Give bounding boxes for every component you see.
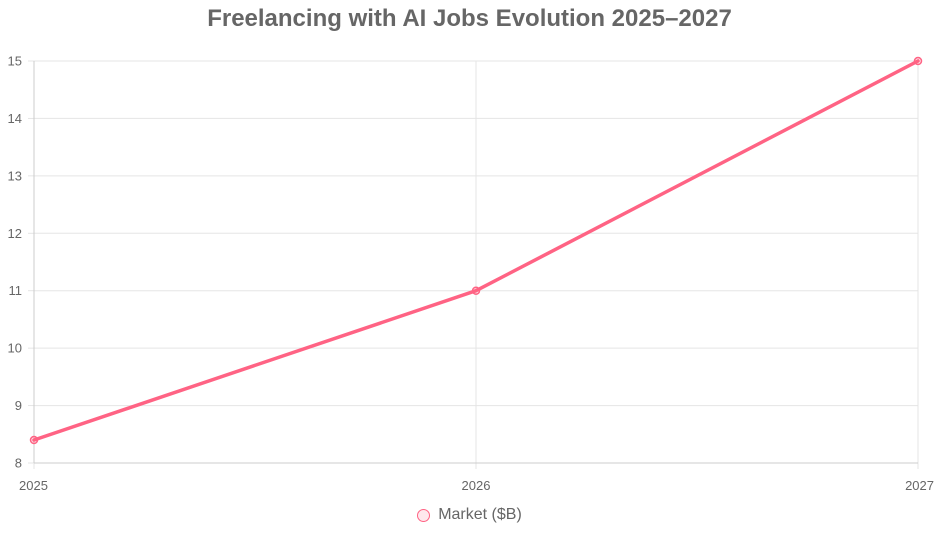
y-tick-label: 9 — [15, 398, 22, 413]
data-point[interactable] — [471, 286, 481, 295]
axis-layer — [33, 61, 918, 464]
legend-swatch — [417, 508, 431, 522]
grid-layer — [28, 60, 919, 469]
x-axis-ticks: 2025 2026 2027 — [19, 478, 934, 493]
series-layer — [32, 59, 920, 442]
y-tick-label: 10 — [8, 341, 22, 356]
series-line — [32, 59, 920, 442]
legend[interactable]: Market ($B) — [0, 506, 939, 524]
y-tick-label: 11 — [9, 283, 23, 298]
legend-label: Market ($B) — [438, 506, 522, 523]
y-tick-label: 14 — [8, 111, 22, 126]
y-tick-label: 8 — [15, 456, 22, 471]
data-point[interactable] — [913, 56, 923, 66]
y-tick-label: 15 — [8, 54, 22, 69]
y-tick-label: 12 — [8, 226, 22, 241]
chart-title: Freelancing with AI Jobs Evolution 2025–… — [207, 5, 732, 32]
x-tick-label: 2025 — [19, 478, 48, 493]
x-tick-label: 2026 — [462, 478, 491, 493]
x-tick-label: 2027 — [905, 478, 934, 493]
y-tick-label: 13 — [8, 168, 22, 183]
y-axis-ticks: 8 9 10 11 12 13 14 15 — [8, 54, 22, 471]
data-point[interactable] — [29, 435, 39, 445]
points-layer — [29, 56, 923, 445]
